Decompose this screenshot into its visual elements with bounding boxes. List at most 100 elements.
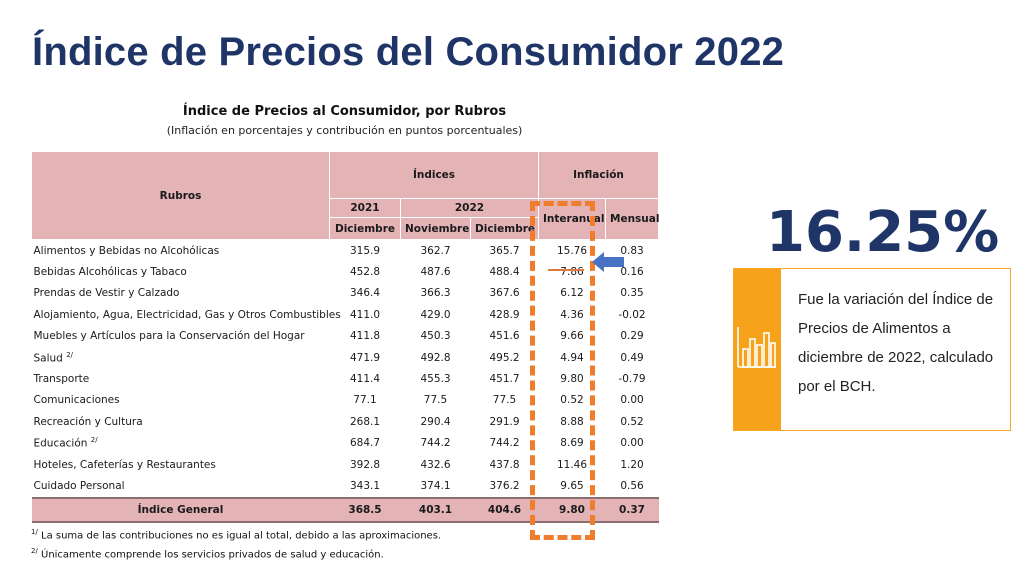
cell-mensual: 1.20 bbox=[620, 458, 644, 471]
row-name: Hoteles, Cafeterías y Restaurantes bbox=[32, 454, 330, 475]
footnote-2: 2/ Únicamente comprende los servicios pr… bbox=[31, 547, 384, 560]
cell-nov2022: 77.5 bbox=[423, 394, 448, 407]
row-name: Alojamiento, Agua, Electricidad, Gas y O… bbox=[32, 304, 341, 325]
header-diciembre-2021: Diciembre bbox=[329, 217, 401, 240]
cell-dic2021: 346.4 bbox=[349, 287, 381, 300]
cell-interanual: 9.65 bbox=[560, 479, 584, 492]
cell-dic2022: 376.2 bbox=[489, 479, 520, 492]
table-row: Bebidas Alcohólicas y Tabaco 452.8 487.6 48… bbox=[32, 261, 659, 282]
bar-chart-icon bbox=[737, 327, 776, 368]
cell-dic2021: 452.8 bbox=[349, 266, 381, 279]
cell-interanual: 15.76 bbox=[556, 244, 588, 257]
cell-nov2022: 290.4 bbox=[420, 415, 451, 428]
cell-dic2022: 291.9 bbox=[489, 415, 520, 428]
left-arrow-icon bbox=[592, 252, 624, 272]
cell-mensual: 0.00 bbox=[620, 394, 644, 407]
row-name: Alimentos y Bebidas no Alcohólicas bbox=[32, 240, 330, 262]
table-title: Índice de Precios al Consumidor, por Rub… bbox=[182, 104, 507, 119]
cell-nov2022: 455.3 bbox=[420, 373, 451, 386]
row-name-text: Cuidado Personal bbox=[33, 479, 125, 492]
row-name-text: Comunicaciones bbox=[33, 394, 120, 407]
table-row: Salud 2/471.9 492.8 495.2 4.94 0.49 bbox=[32, 347, 659, 368]
total-dic2021: 368.5 bbox=[329, 496, 401, 523]
cell-interanual: 4.94 bbox=[560, 351, 584, 364]
cell-nov2022: 362.7 bbox=[420, 244, 451, 257]
cell-dic2021: 268.1 bbox=[349, 415, 381, 428]
cell-dic2022: 488.4 bbox=[489, 266, 520, 279]
cell-dic2021: 411.4 bbox=[349, 373, 381, 386]
cell-dic2022: 437.8 bbox=[489, 458, 520, 471]
cell-nov2022: 492.8 bbox=[420, 351, 451, 364]
row-name-text: Educación bbox=[33, 437, 88, 450]
header-year-2021: 2021 bbox=[329, 198, 401, 218]
row-footnote-mark: 2/ bbox=[90, 436, 98, 445]
row-name: Prendas de Vestir y Calzado bbox=[32, 283, 330, 304]
header-diciembre-2022: Diciembre bbox=[470, 217, 539, 240]
row-name-text: Alimentos y Bebidas no Alcohólicas bbox=[33, 244, 220, 257]
table-row: Educación 2/684.7 744.2 744.2 8.69 0.00 bbox=[32, 433, 659, 454]
header-year-2022: 2022 bbox=[400, 198, 539, 218]
table-row: Cuidado Personal 343.1 374.1 376.2 9.65 0.56 bbox=[32, 475, 659, 497]
cell-dic2022: 495.2 bbox=[489, 351, 520, 364]
cell-interanual: 11.46 bbox=[556, 458, 588, 471]
row-name: Transporte bbox=[32, 368, 330, 389]
cell-dic2021: 684.7 bbox=[349, 437, 381, 450]
cell-interanual: 9.80 bbox=[560, 373, 584, 386]
cell-dic2021: 411.0 bbox=[349, 308, 381, 321]
row-name: Bebidas Alcohólicas y Tabaco bbox=[32, 261, 330, 282]
row-name: Muebles y Artículos para la Conservación… bbox=[32, 326, 330, 347]
cell-mensual: 0.16 bbox=[620, 266, 644, 279]
cell-mensual: -0.79 bbox=[618, 373, 646, 386]
cell-mensual: 0.29 bbox=[620, 330, 644, 343]
table-row: Recreación y Cultura 268.1 290.4 291.9 8.88 0… bbox=[32, 411, 659, 432]
table-row: Hoteles, Cafeterías y Restaurantes 392.8 4… bbox=[32, 454, 659, 475]
total-nov2022: 403.1 bbox=[400, 496, 471, 523]
row-name: Cuidado Personal bbox=[32, 475, 330, 497]
header-inflacion: Inflación bbox=[537, 151, 660, 199]
total-dic2022: 404.6 bbox=[470, 496, 539, 523]
table-row: Comunicaciones 77.1 77.5 77.5 0.52 0.00 bbox=[32, 390, 659, 411]
cell-dic2022: 367.6 bbox=[489, 287, 520, 300]
footnote-2-text: Únicamente comprende los servicios priva… bbox=[41, 549, 384, 561]
table-row: Alimentos y Bebidas no Alcohólicas 315.9 3… bbox=[32, 240, 659, 262]
table-row: Prendas de Vestir y Calzado 346.4 366.3 367… bbox=[32, 283, 659, 304]
footnote-2-mark: 2/ bbox=[31, 547, 38, 555]
cell-nov2022: 487.6 bbox=[420, 266, 451, 279]
row-name-text: Muebles y Artículos para la Conservación… bbox=[33, 330, 305, 343]
cell-dic2022: 428.9 bbox=[489, 308, 520, 321]
cell-nov2022: 744.2 bbox=[420, 437, 451, 450]
cell-nov2022: 450.3 bbox=[420, 330, 451, 343]
cell-mensual: -0.02 bbox=[618, 308, 646, 321]
cell-dic2022: 451.6 bbox=[489, 330, 520, 343]
cell-interanual: 9.66 bbox=[560, 330, 584, 343]
row-name-text: Salud bbox=[33, 352, 63, 365]
row-name: Recreación y Cultura bbox=[32, 411, 330, 432]
cell-dic2021: 392.8 bbox=[349, 458, 381, 471]
cell-nov2022: 366.3 bbox=[420, 287, 451, 300]
cell-interanual: 4.36 bbox=[560, 308, 584, 321]
total-row: Índice General 368.5 403.1 404.6 9.80 0.… bbox=[31, 496, 659, 523]
cell-interanual: 0.52 bbox=[560, 394, 584, 407]
cell-mensual: 0.52 bbox=[620, 415, 644, 428]
total-name: Índice General bbox=[31, 496, 330, 523]
cell-interanual: 8.69 bbox=[560, 437, 584, 450]
row-name-text: Recreación y Cultura bbox=[33, 415, 143, 428]
cell-dic2022: 365.7 bbox=[489, 244, 520, 257]
cell-interanual: 8.88 bbox=[560, 415, 584, 428]
row-name-text: Transporte bbox=[33, 373, 90, 386]
food-value-underline bbox=[548, 269, 584, 271]
cpi-table: Rubros Índices Inflación 2021 2022 Inter… bbox=[31, 151, 659, 523]
info-card-text: Fue la variación del Índice de Precios d… bbox=[798, 291, 994, 395]
cell-dic2022: 77.5 bbox=[492, 394, 517, 407]
cell-mensual: 0.49 bbox=[620, 351, 644, 364]
table-subtitle: (Inflación en porcentajes y contribución… bbox=[166, 124, 523, 137]
header-rubros: Rubros bbox=[31, 151, 330, 240]
cell-nov2022: 429.0 bbox=[420, 308, 451, 321]
cell-dic2022: 451.7 bbox=[489, 373, 520, 386]
cell-dic2021: 411.8 bbox=[349, 330, 381, 343]
footnote-1: 1/ La suma de las contribuciones no es i… bbox=[31, 528, 441, 541]
table-row: Transporte 411.4 455.3 451.7 9.80 -0.79 bbox=[32, 368, 659, 389]
table-row: Alojamiento, Agua, Electricidad, Gas y O… bbox=[32, 304, 659, 325]
table-body: Alimentos y Bebidas no Alcohólicas 315.9 3… bbox=[32, 240, 659, 498]
row-name-text: Bebidas Alcohólicas y Tabaco bbox=[33, 266, 187, 279]
